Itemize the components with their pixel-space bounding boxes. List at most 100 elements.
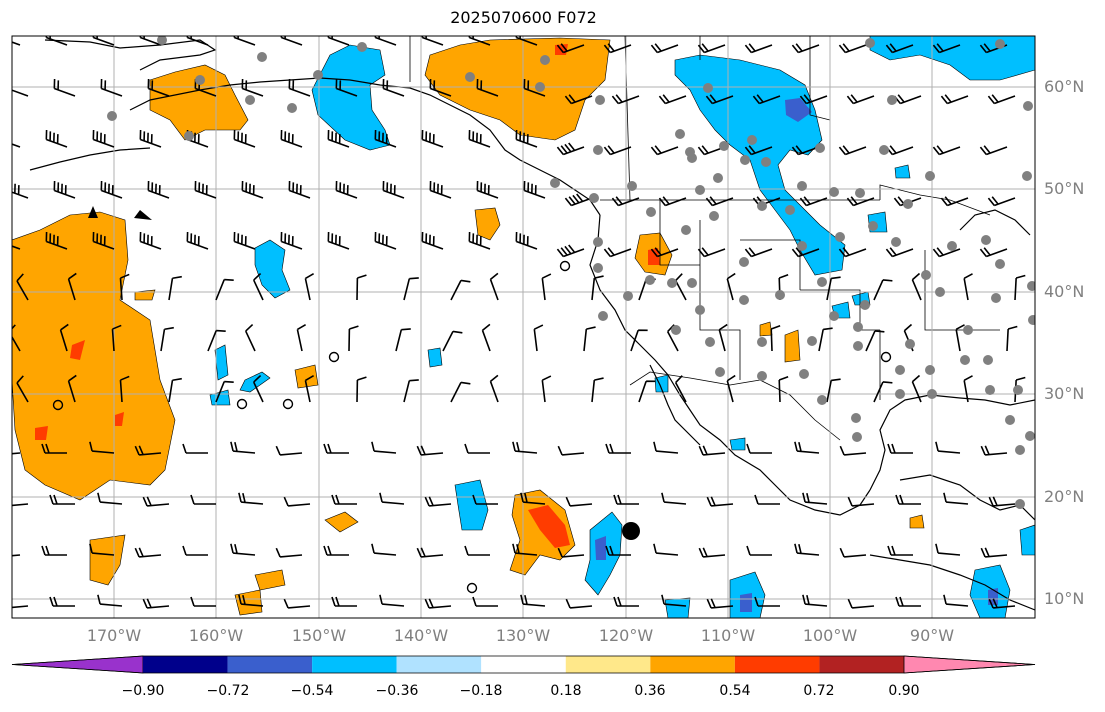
wind-barb [556,142,585,156]
wind-barb [374,129,397,148]
wind-barb [846,94,875,105]
wind-barb [12,554,21,557]
wind-barb [429,78,452,97]
lat-label-10: 10°N [1044,589,1085,608]
wind-barb [603,43,632,54]
wind-barb [468,231,491,250]
wind-barb [744,247,773,258]
gridlines [12,36,1035,618]
colorbar-tick-label: 0.72 [803,683,835,699]
wind-barb [963,375,973,403]
wind-barb [706,496,734,507]
lon-label-120: 120°W [598,626,654,645]
wind-barb [230,441,256,454]
lon-label-160: 160°W [188,626,244,645]
map-frame [11,35,1036,619]
wind-barb [744,43,773,54]
wind-barb [661,492,687,505]
lat-label-50: 50°N [1044,179,1085,198]
wind-barb [241,180,264,199]
colorbar-outline [11,655,1036,674]
wind-barb [697,247,726,258]
wind-barb [1014,274,1026,301]
wind-barb [520,594,546,607]
wind-barb [726,374,736,403]
wind-barb [12,503,29,507]
lon-label-110: 110°W [700,626,756,645]
wind-barb [100,180,123,199]
wind-barb [752,94,781,105]
wind-barb [468,36,491,46]
wind-barb [142,598,170,609]
wind-barb [190,596,216,607]
wind-barb [512,441,538,454]
colorbar-tick-label: −0.36 [375,683,419,699]
wind-barb [653,543,679,556]
wind-barb [791,43,820,54]
wind-barb [374,231,397,250]
wind-barb [613,494,639,505]
wind-barb [826,378,841,403]
colorbar-segment [396,656,482,673]
wind-barb [541,375,552,403]
wind-barb [67,272,77,301]
wind-barb [885,247,914,258]
wind-barb [839,547,867,558]
wind-barb [481,323,491,352]
wind-pennants [88,206,152,220]
wind-barb [818,327,833,352]
wind-barb [134,445,162,456]
wind-barb [92,36,115,46]
wind-barb [846,196,875,207]
colorbar-segment [312,656,397,673]
wind-barb [698,445,726,456]
wind-barb [489,374,499,403]
wind-barb [744,145,773,156]
wind-barb [794,441,820,454]
colorbar-tick-label: −0.72 [206,683,250,699]
wind-barb [12,182,29,199]
wind-barb [705,196,734,207]
wind-barb [838,247,867,258]
wind-barb [111,324,122,352]
wind-barb [603,145,632,156]
wind-barb [403,379,419,403]
tropical-cyclone-marker [622,522,640,540]
wind-barb [794,543,820,556]
wind-barb [838,145,867,156]
wind-barb [275,445,303,456]
wind-barb [49,596,75,607]
wind-barb [59,323,69,352]
wind-barb [89,441,115,454]
colorbar-segment [650,656,735,673]
wind-barb [940,94,969,105]
wind-barb [865,330,885,352]
wind-barb [754,494,780,505]
wind-barb [67,374,77,403]
wind-barb [826,276,841,301]
wind-barb [802,594,828,607]
colorbar-tick-label: 0.90 [888,683,920,699]
lat-label-30: 30°N [1044,384,1085,403]
wind-barb [935,441,961,454]
wind-barb [421,231,444,250]
wind-barb [591,377,604,403]
wind-barb [331,596,357,607]
colorbar-tick-label: 0.36 [634,683,666,699]
wind-barb [304,374,315,403]
wind-barb [754,596,780,607]
positive-field-contours [12,37,925,616]
wind-barb [791,247,820,258]
wind-barb [943,594,969,607]
colorbar-segment [227,656,313,673]
colorbar-segment [481,656,566,673]
colorbar-tick-label: 0.18 [550,683,582,699]
wind-barb [379,492,405,505]
colorbar-extend-max [903,655,1036,674]
wind-barb [706,598,734,609]
wind-barb [873,279,893,301]
wind-barb [327,129,350,148]
wind-barb [980,547,1008,558]
wind-barb [778,375,789,403]
